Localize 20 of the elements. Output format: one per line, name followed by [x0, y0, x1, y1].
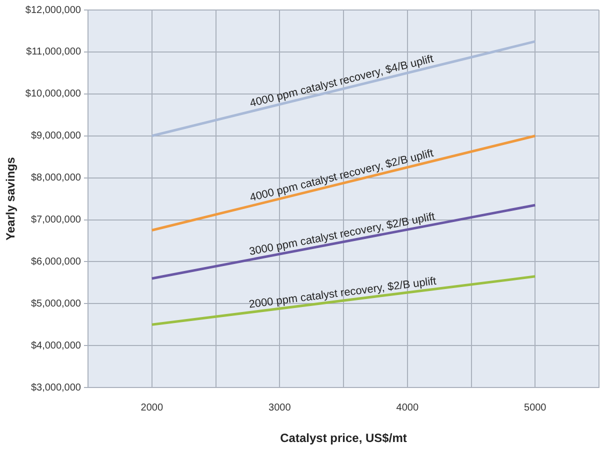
y-tick-label: $10,000,000: [25, 88, 82, 100]
y-tick-label: $3,000,000: [30, 382, 82, 394]
y-tick-label: $7,000,000: [30, 214, 82, 226]
x-axis-title: Catalyst price, US$/mt: [280, 431, 407, 446]
y-tick-label: $5,000,000: [30, 298, 82, 310]
x-tick-label: 2000: [140, 402, 164, 414]
text: 2000 ppm catalyst recovery, $2/B uplift: [248, 275, 437, 311]
x-tick-label: 4000: [396, 402, 419, 414]
y-tick-label: $6,000,000: [30, 256, 82, 268]
y-tick-label: $9,000,000: [30, 130, 82, 142]
text: 4000 ppm catalyst recovery, $4/B uplift: [248, 53, 435, 110]
y-tick-label: $8,000,000: [30, 172, 82, 184]
text: 3000 ppm catalyst recovery, $2/B uplift: [248, 210, 436, 258]
y-axis-title: Yearly savings: [4, 156, 18, 240]
text: 4000 ppm catalyst recovery, $2/B uplift: [248, 147, 435, 204]
y-tick-label: $12,000,000: [25, 4, 82, 16]
x-tick-label: 3000: [268, 402, 292, 414]
y-tick-label: $4,000,000: [30, 340, 82, 352]
x-tick-label: 5000: [524, 402, 547, 414]
y-tick-label: $11,000,000: [26, 46, 82, 58]
